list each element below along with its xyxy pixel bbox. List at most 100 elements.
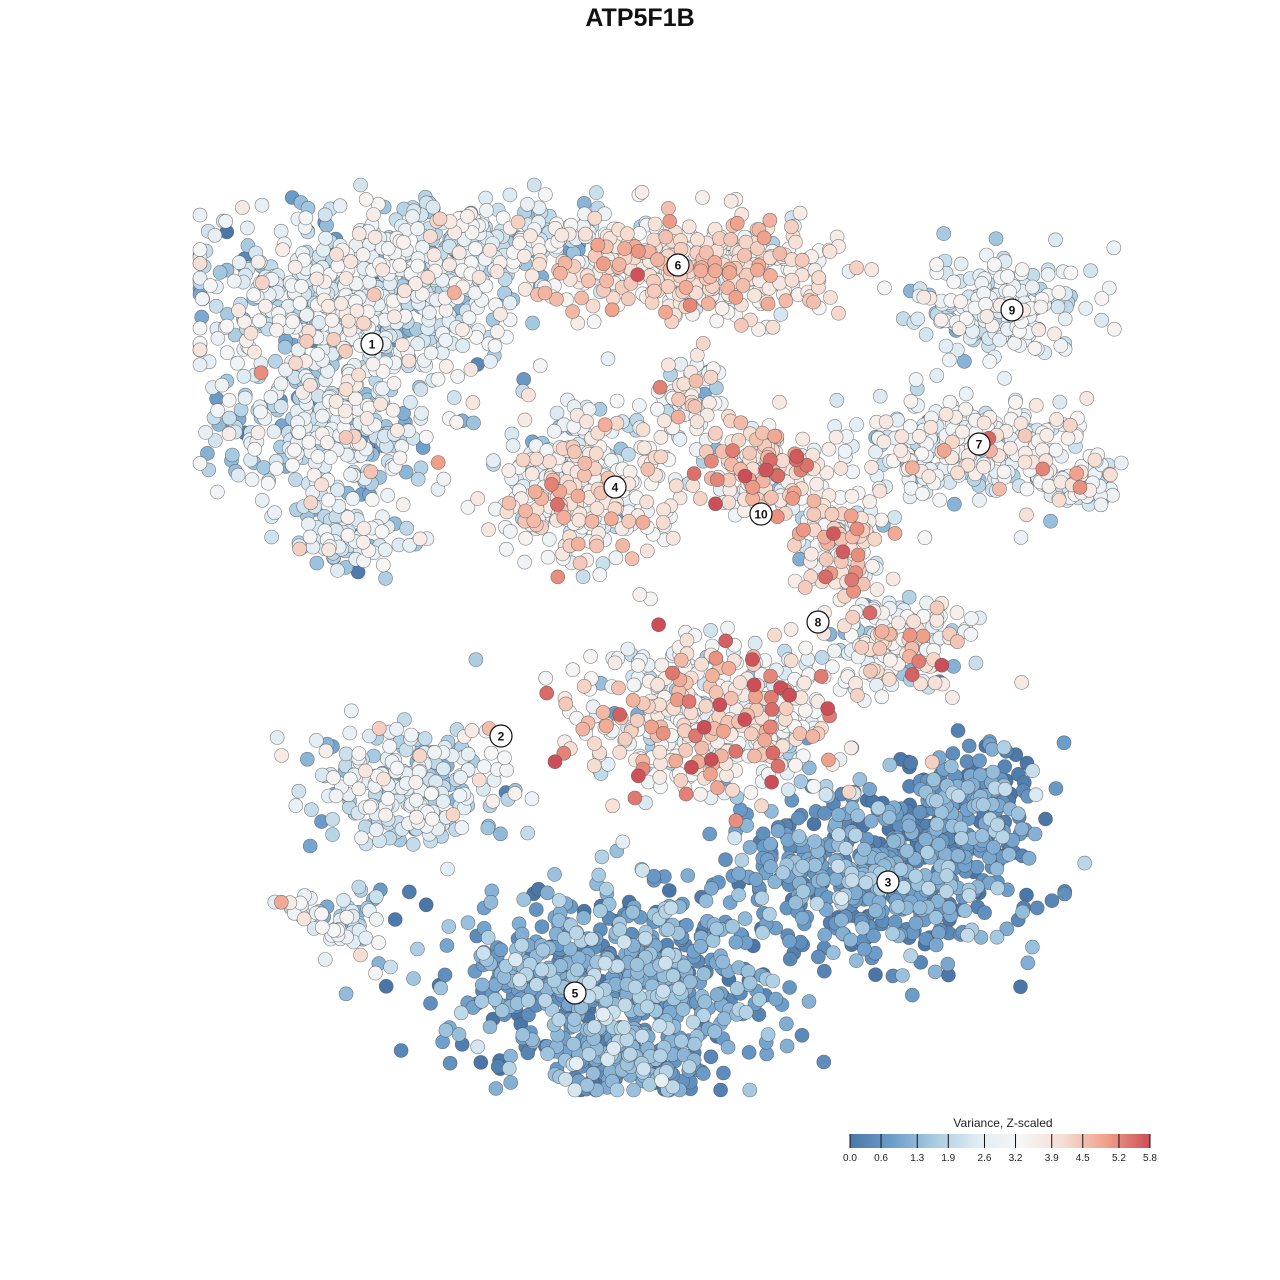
scatter-point: [881, 672, 897, 687]
scatter-point: [878, 414, 894, 430]
scatter-point: [932, 492, 948, 508]
scatter-point: [831, 827, 846, 843]
scatter-point: [663, 900, 679, 916]
scatter-point: [704, 881, 719, 896]
scatter-point: [417, 731, 433, 746]
scatter-point: [226, 273, 242, 289]
scatter-point: [219, 345, 235, 361]
scatter-point: [1047, 326, 1062, 342]
scatter-point: [796, 675, 812, 691]
scatter-point: [1050, 299, 1066, 315]
scatter-point: [729, 981, 745, 996]
scatter-point: [364, 492, 380, 507]
scatter-point: [427, 745, 442, 760]
scatter-point: [765, 973, 781, 989]
scatter-point: [442, 1055, 458, 1071]
scatter-point: [375, 262, 390, 278]
scatter-point: [943, 759, 959, 774]
scatter-point: [765, 319, 781, 335]
scatter-point: [455, 322, 470, 337]
scatter-point: [831, 305, 846, 321]
scatter-point: [502, 187, 518, 203]
scatter-point: [277, 339, 293, 355]
scatter-point: [418, 429, 434, 445]
scatter-point: [341, 313, 356, 329]
scatter-point: [355, 534, 371, 550]
scatter-point: [586, 758, 602, 774]
scatter-point: [827, 643, 842, 659]
scatter-point: [862, 494, 878, 510]
scatter-point: [615, 834, 631, 850]
scatter-point: [942, 352, 957, 368]
scatter-point: [975, 797, 991, 813]
scatter-point: [483, 745, 499, 761]
scatter-point: [916, 289, 932, 305]
scatter-point: [247, 344, 262, 360]
scatter-point: [377, 542, 393, 558]
scatter-point: [497, 750, 512, 766]
scatter-point: [815, 872, 831, 888]
scatter-point: [515, 452, 531, 468]
scatter-point: [856, 841, 872, 857]
scatter-point: [1025, 279, 1040, 295]
scatter-point: [924, 754, 940, 770]
scatter-point: [703, 369, 719, 385]
scatter-point: [517, 412, 533, 428]
scatter-point: [908, 868, 923, 884]
scatter-point: [423, 229, 438, 244]
scatter-point: [532, 257, 547, 272]
scatter-point: [524, 466, 540, 482]
scatter-point: [718, 852, 733, 868]
scatter-point: [356, 315, 371, 331]
scatter-point: [655, 515, 671, 530]
scatter-point: [587, 210, 603, 226]
scatter-point: [693, 938, 708, 954]
scatter-point: [1051, 492, 1067, 508]
scatter-point: [794, 910, 810, 926]
scatter-point: [1014, 262, 1030, 277]
scatter-point: [709, 921, 725, 937]
scatter-point: [317, 952, 333, 967]
scatter-point: [864, 459, 879, 475]
scatter-point: [520, 993, 536, 1008]
scatter-point: [517, 554, 532, 570]
scatter-point: [395, 337, 410, 353]
scatter-point: [605, 798, 620, 814]
scatter-point: [538, 670, 554, 686]
scatter-point: [342, 725, 358, 741]
scatter-point: [939, 868, 955, 883]
scatter-point: [681, 1059, 697, 1075]
scatter-point: [551, 893, 567, 908]
scatter-point: [460, 915, 476, 931]
scatter-point: [454, 820, 470, 835]
scatter-point: [1107, 321, 1122, 337]
scatter-point: [698, 893, 714, 909]
scatter-point: [210, 331, 226, 346]
scatter-point: [918, 832, 933, 847]
scatter-point: [501, 463, 517, 478]
scatter-point: [324, 312, 340, 328]
scatter-point: [1021, 850, 1037, 866]
scatter-point: [904, 987, 920, 1003]
scatter-point: [806, 779, 822, 794]
scatter-point: [321, 298, 336, 314]
scatter-point: [565, 662, 581, 678]
scatter-point: [480, 820, 496, 836]
scatter-point: [351, 746, 367, 761]
scatter-point: [412, 748, 428, 764]
scatter-point: [389, 721, 404, 737]
scatter-point: [928, 910, 944, 925]
scatter-point: [585, 1066, 601, 1081]
scatter-point: [208, 298, 224, 314]
scatter-point: [508, 952, 523, 968]
scatter-point: [751, 992, 767, 1007]
scatter-point: [339, 909, 355, 925]
scatter-point: [466, 415, 481, 431]
scatter-point: [499, 762, 515, 778]
scatter-point: [863, 813, 879, 829]
scatter-point: [219, 318, 235, 334]
scatter-point: [655, 983, 671, 999]
scatter-point: [358, 930, 374, 946]
scatter-point: [931, 836, 947, 852]
scatter-point: [828, 871, 844, 887]
